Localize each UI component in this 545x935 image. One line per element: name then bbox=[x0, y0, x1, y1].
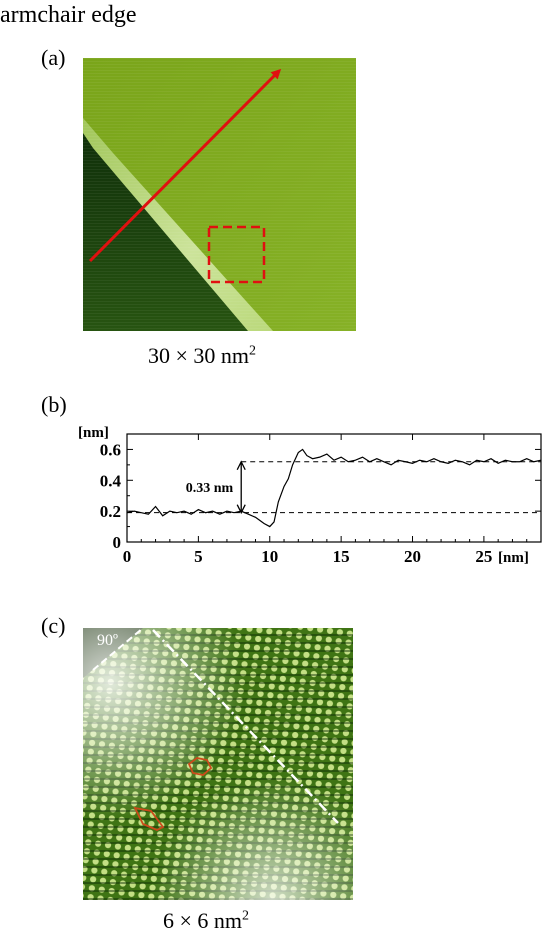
y-tick-label: 0.4 bbox=[100, 471, 122, 490]
edge-direction-line-2 bbox=[152, 629, 339, 824]
panel-a-caption: 30 × 30 nm2 bbox=[148, 343, 257, 368]
hexagon-outline-2 bbox=[133, 806, 165, 831]
plot-frame bbox=[126, 433, 542, 543]
arrow-head-up bbox=[236, 460, 246, 471]
arrow-head-down bbox=[236, 504, 246, 515]
x-tick-label: 15 bbox=[333, 547, 350, 566]
panel-a-label: (a) bbox=[41, 45, 66, 70]
y-axis-title: [nm] bbox=[78, 425, 109, 441]
x-tick-label: 25 bbox=[475, 547, 492, 566]
panel-c-stm-image: 90º bbox=[83, 628, 353, 900]
panel-b-label: (b) bbox=[41, 392, 67, 417]
x-tick-label: 20 bbox=[404, 547, 421, 566]
step-height-label: 0.33 nm bbox=[186, 481, 234, 496]
angle-label: 90º bbox=[97, 632, 118, 649]
x-axis-title: [nm] bbox=[498, 550, 529, 566]
hexagon-outline-1 bbox=[187, 757, 213, 776]
height-profile-chart: 0 5 10 15 20 25 0 0.2 0.4 0.6 0.33 nm [nm] [nm] bbox=[78, 425, 542, 566]
figure-title: armchair edge bbox=[0, 2, 137, 28]
panel-c-label: (c) bbox=[41, 613, 66, 638]
height-profile-line bbox=[126, 448, 542, 528]
y-tick-label: 0.6 bbox=[100, 440, 121, 459]
y-tick-label: 0.2 bbox=[100, 502, 121, 521]
x-tick-label: 10 bbox=[261, 547, 278, 566]
panel-a-stm-image bbox=[83, 58, 356, 331]
panel-c-caption: 6 × 6 nm2 bbox=[163, 908, 250, 933]
y-tick-label: 0 bbox=[113, 533, 122, 552]
x-tick-label: 5 bbox=[194, 547, 203, 566]
line-profile-arrow bbox=[88, 68, 282, 263]
x-tick-label: 0 bbox=[123, 547, 132, 566]
